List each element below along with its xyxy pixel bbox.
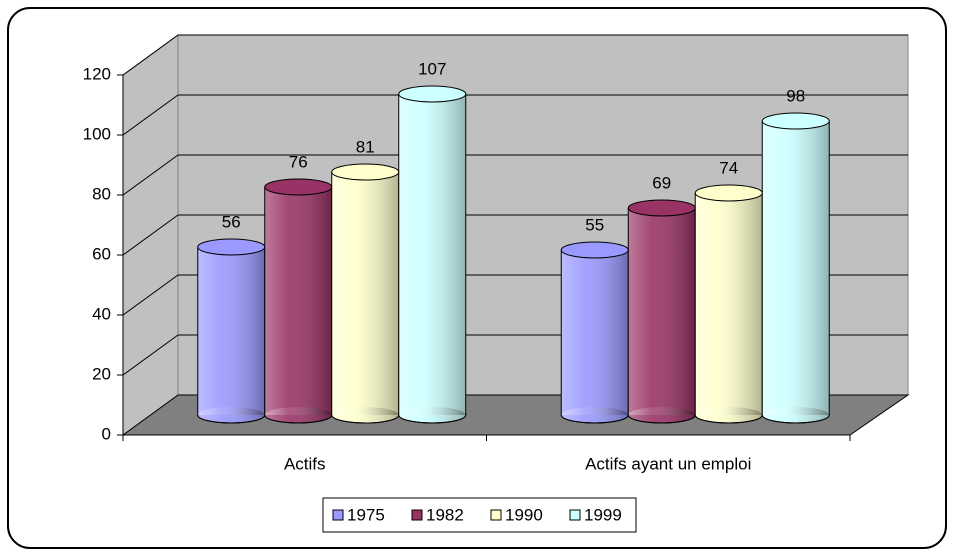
bar-part (561, 407, 629, 423)
bar-part (331, 172, 399, 415)
grid-line-side (122, 274, 179, 316)
bar-part (398, 414, 467, 424)
bar-part (761, 414, 830, 424)
legend-box (322, 497, 637, 533)
bar-part (264, 178, 333, 196)
bar-part (694, 414, 763, 424)
legend-label: 1990 (505, 505, 543, 524)
grid-line-side (122, 94, 179, 136)
bar (398, 85, 467, 424)
bar-part (331, 163, 400, 181)
legend-swatch (411, 509, 423, 521)
grid-line-side (122, 214, 179, 256)
bar-part (331, 414, 400, 424)
bar (627, 199, 696, 424)
data-label: 98 (786, 86, 805, 105)
bar-part (561, 250, 629, 415)
legend-label: 1975 (347, 505, 385, 524)
bar-part (264, 187, 332, 415)
legend-swatch (332, 509, 344, 521)
y-tick-label: 20 (92, 364, 111, 383)
legend-label: 1999 (584, 505, 622, 524)
bar-part (628, 208, 696, 415)
data-label: 56 (222, 212, 241, 231)
bar-part (695, 407, 763, 423)
bar-part (762, 121, 830, 415)
grid-line-side (122, 34, 179, 76)
bar-part (264, 414, 333, 424)
x-tick-label: Actifs (284, 454, 326, 473)
y-tick-label: 80 (92, 184, 111, 203)
bar-part (398, 407, 466, 423)
legend-swatch (490, 509, 502, 521)
bar-part (398, 85, 467, 103)
bar (761, 112, 830, 424)
y-tick-label: 0 (102, 424, 111, 443)
bar-part (264, 407, 332, 423)
bar-part (398, 94, 466, 415)
bar-part (560, 414, 629, 424)
y-tick-label: 60 (92, 244, 111, 263)
data-label: 69 (652, 173, 671, 192)
grid-line-side (122, 154, 179, 196)
y-tick-label: 100 (83, 124, 111, 143)
bar (560, 241, 629, 424)
bar-part (761, 112, 830, 130)
legend-label: 1982 (426, 505, 464, 524)
bar-part (694, 184, 763, 202)
bar-part (628, 407, 696, 423)
bar-part (197, 407, 265, 423)
bar-part (197, 414, 266, 424)
bar-part (560, 241, 629, 259)
legend-swatch (569, 509, 581, 521)
x-tick-label: Actifs ayant un emploi (585, 454, 751, 473)
grid-line-side (122, 334, 179, 376)
bar (694, 184, 763, 424)
bar (197, 238, 266, 424)
bar-part (695, 193, 763, 415)
y-tick-label: 120 (83, 64, 111, 83)
bar (331, 163, 400, 424)
bar-part (627, 414, 696, 424)
data-label: 76 (289, 152, 308, 171)
bar-part (197, 238, 266, 256)
data-label: 74 (719, 158, 738, 177)
data-label: 55 (585, 215, 604, 234)
bar-part (762, 407, 830, 423)
data-label: 107 (418, 59, 446, 78)
bar-part (331, 407, 399, 423)
bar-part (627, 199, 696, 217)
bar-part (197, 247, 265, 415)
bar (264, 178, 333, 424)
data-label: 81 (356, 137, 375, 156)
y-tick-label: 40 (92, 304, 111, 323)
